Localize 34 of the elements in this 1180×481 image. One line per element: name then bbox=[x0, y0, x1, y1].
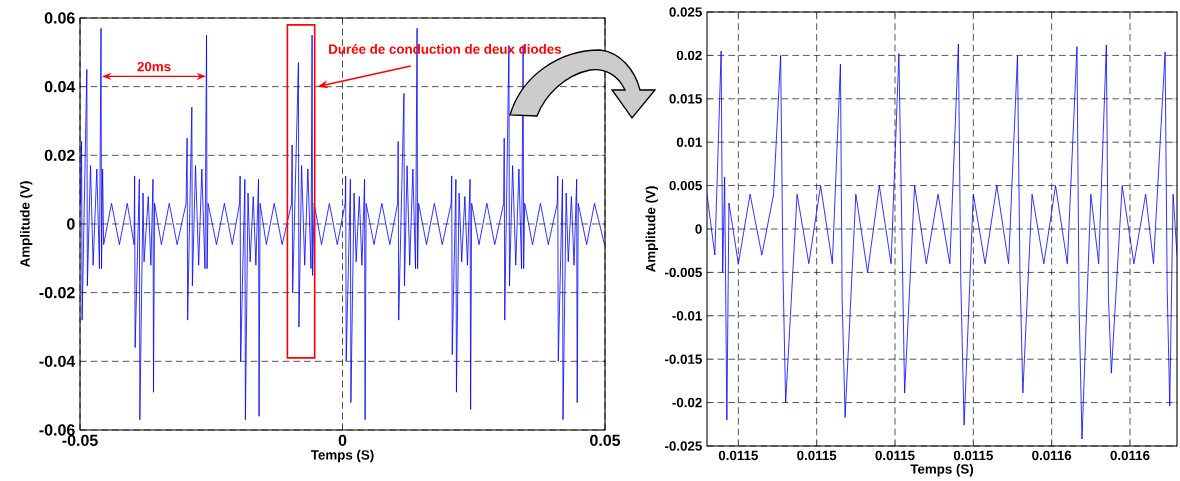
y-tick-label: -0.01 bbox=[672, 311, 702, 321]
x-tick-label: 0.0115 bbox=[875, 450, 915, 461]
x-tick-label: 0.0115 bbox=[797, 450, 837, 461]
x-axis-title: Temps (S) bbox=[910, 463, 974, 477]
y-tick-label: 0.04 bbox=[44, 80, 76, 93]
x-tick-label: 0.0116 bbox=[1110, 450, 1150, 461]
y-tick-label: 0.005 bbox=[669, 180, 702, 191]
y-tick-label: 0.015 bbox=[669, 94, 702, 104]
y-tick-label: 0.02 bbox=[44, 149, 75, 161]
annotation: 20ms bbox=[137, 61, 171, 72]
x-tick-label: 0.0115 bbox=[953, 450, 993, 461]
y-tick-label: -0.06 bbox=[39, 424, 75, 436]
x-tick-label: 0.05 bbox=[590, 434, 621, 447]
y-tick-label: 0 bbox=[695, 224, 702, 234]
y-tick-label: 0.06 bbox=[44, 12, 75, 24]
y-tick-label: 0.025 bbox=[669, 7, 702, 17]
y-tick-label: 0.02 bbox=[676, 50, 702, 61]
line-series bbox=[707, 43, 1177, 440]
y-tick-label: -0.025 bbox=[665, 441, 702, 451]
y-axis-title: Amplitude (V) bbox=[19, 181, 33, 267]
y-tick-label: -0.04 bbox=[39, 355, 76, 367]
x-tick-label: 0.0116 bbox=[1032, 450, 1072, 461]
y-tick-label: 0 bbox=[67, 218, 75, 230]
x-tick-label: -0.05 bbox=[62, 434, 98, 447]
x-axis-title: Temps (S) bbox=[310, 449, 374, 463]
y-tick-label: 0.01 bbox=[676, 137, 702, 147]
y-axis-title: Amplitude (V) bbox=[645, 186, 658, 272]
line-series bbox=[80, 27, 605, 421]
y-tick-label: -0.02 bbox=[39, 286, 75, 299]
x-tick-label: 0 bbox=[338, 434, 347, 447]
x-tick-label: 0.0115 bbox=[718, 450, 758, 461]
y-tick-label: -0.02 bbox=[672, 397, 702, 408]
y-tick-label: -0.015 bbox=[665, 354, 702, 364]
y-tick-label: -0.005 bbox=[665, 267, 702, 278]
